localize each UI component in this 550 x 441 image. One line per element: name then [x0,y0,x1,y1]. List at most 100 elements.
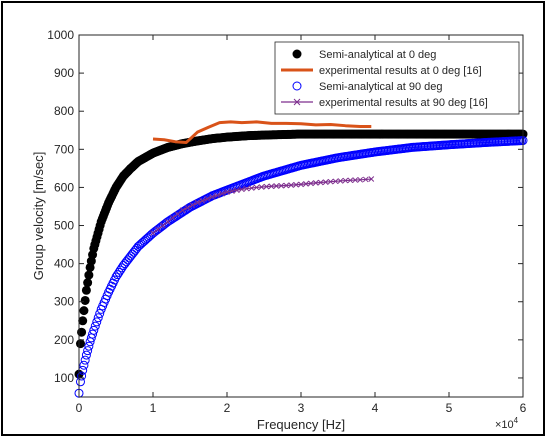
data-point [90,321,100,331]
data-point [322,179,329,185]
data-point [204,195,211,202]
series-semi-analytical-0deg [74,129,528,379]
data-point [362,176,369,183]
series-experimental-0deg [152,120,372,144]
data-point [219,190,225,197]
data-point [224,189,230,195]
series-experimental-90deg [150,176,375,237]
data-point [263,183,270,190]
x-axis-exponent-power: 4 [514,416,519,425]
data-point [75,339,85,349]
x-tick-label: 3 [298,401,305,415]
data-point [347,177,354,184]
data-point [92,317,102,327]
x-tick-label: 2 [224,401,231,415]
series-line [152,178,372,234]
data-point [278,182,285,189]
data-point [164,218,171,225]
x-tick-label: 1 [150,401,157,415]
data-point [332,178,339,185]
data-point [312,179,319,186]
data-point [303,181,309,187]
legend-entry-2: Semi-analytical at 90 deg [319,81,443,93]
data-point [214,192,220,199]
data-point [112,270,122,280]
y-axis-label: Group velocity [m/sec] [31,152,46,281]
legend-entry-0: Semi-analytical at 0 deg [319,49,436,61]
data-point [199,197,206,204]
data-point [317,179,324,186]
legend-glyph-2 [292,81,302,91]
series-semi-analytical-90deg [74,136,528,398]
data-point [368,176,375,182]
data-point [337,178,344,184]
data-point [248,185,255,191]
data-point [234,187,240,194]
data-point [93,313,103,323]
y-tick-label: 400 [54,257,74,271]
x-axis-exponent: ×104 [495,416,519,431]
data-point [229,188,235,194]
data-point [209,194,216,200]
data-point [283,182,290,189]
y-tick-label: 200 [54,333,74,347]
data-point [268,183,275,190]
x-axis-label: Frequency [Hz] [257,417,345,432]
data-point [298,181,304,188]
data-point [194,199,201,206]
y-tick-label: 500 [54,219,74,233]
legend-entry-1: experimental results at 0 deg [16] [319,65,482,77]
x-tick-label: 4 [372,401,379,415]
data-point [293,181,299,188]
data-point [95,309,105,319]
y-tick-label: 600 [54,180,74,194]
data-point [273,183,280,189]
data-point [79,360,89,370]
data-point [352,177,359,183]
y-axis-ticks: 100 200 300 400 500 600 700 800 900 1000 [47,28,523,385]
data-point [258,184,265,190]
y-tick-label: 700 [54,142,74,156]
data-point [150,230,156,237]
data-point [88,329,98,339]
data-point [75,377,85,387]
legend-glyphs [281,49,313,106]
y-tick-label: 800 [54,104,74,118]
legend-glyph-3-marker [293,98,301,106]
x-tick-label: 5 [446,401,453,415]
y-tick-label: 100 [54,371,74,385]
data-point [81,285,91,295]
data-point [115,265,125,275]
data-point [83,346,93,356]
data-point [89,325,99,335]
series-layer [74,120,528,398]
series-line [152,120,372,144]
data-point [84,341,94,351]
legend: Semi-analytical at 0 deg experimental re… [274,41,520,115]
x-axis-exponent-base: ×10 [495,419,514,431]
data-point [83,278,93,288]
data-point [78,316,88,326]
data-point [253,184,260,191]
data-point [179,207,186,214]
legend-entry-3: experimental results at 90 deg [16] [319,97,488,109]
data-point [184,204,191,211]
data-point [327,178,334,185]
data-point [288,182,294,188]
y-tick-label: 900 [54,66,74,80]
data-point [84,270,94,280]
legend-box [274,41,520,115]
data-point [174,211,181,217]
x-axis-ticks: 0 1 2 3 4 5 6 [76,35,527,415]
y-tick-label: 300 [54,295,74,309]
data-point [189,202,196,209]
data-point [308,180,314,187]
data-point [238,186,245,193]
data-point [81,350,91,360]
data-point [80,295,90,305]
x-tick-label: 6 [520,401,527,415]
data-point [169,215,176,221]
data-point [77,327,87,337]
data-point [77,371,87,381]
